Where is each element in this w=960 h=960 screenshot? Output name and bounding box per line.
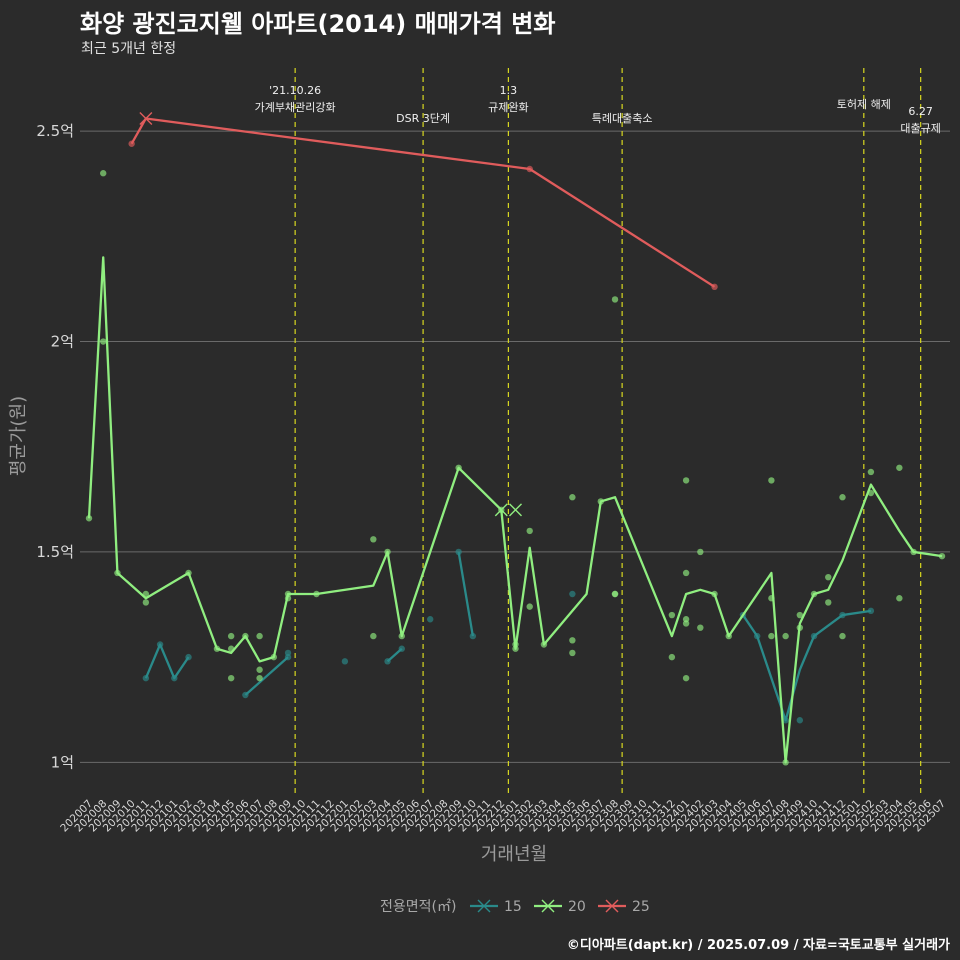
legend-marker-20 <box>541 899 555 913</box>
series-marker-25 <box>139 112 153 125</box>
data-point-15 <box>455 548 462 556</box>
event-label: 토허제 해제 <box>837 97 891 111</box>
data-point-20 <box>768 477 775 484</box>
event-label: 1.3 <box>500 84 518 97</box>
x-axis-title: 거래년월 <box>481 844 547 865</box>
data-point-20 <box>768 632 775 640</box>
chart-title: 화양 광진코지웰 아파트(2014) 매매가격 변화 <box>80 10 556 38</box>
data-point-20 <box>611 296 619 303</box>
data-point-15 <box>427 616 434 623</box>
data-point-20 <box>370 536 377 543</box>
data-point-20 <box>839 632 846 640</box>
data-point-20 <box>697 624 704 631</box>
event-label: DSR 3단계 <box>396 112 450 125</box>
chart-subtitle: 최근 5개년 한정 <box>81 41 177 57</box>
data-point-20 <box>227 632 235 640</box>
source-caption: ©디아파트(dapt.kr) / 2025.07.09 / 자료=국토교통부 실… <box>566 938 950 953</box>
data-point-20 <box>682 569 690 577</box>
data-point-20 <box>569 649 576 657</box>
legend-marker-25 <box>605 899 619 913</box>
data-point-20 <box>256 674 263 682</box>
series-25 <box>128 112 718 291</box>
series-marker-20 <box>509 503 522 517</box>
series-marker-20 <box>494 503 508 517</box>
data-point-20 <box>526 603 533 610</box>
y-tick-label: 2.5억 <box>36 122 74 140</box>
data-point-20 <box>526 527 533 535</box>
legend-marker-15 <box>477 899 491 913</box>
data-point-20 <box>256 632 263 640</box>
data-point-20 <box>682 477 690 484</box>
series-15 <box>142 548 875 724</box>
data-point-15 <box>284 649 292 657</box>
data-point-20 <box>682 674 690 682</box>
data-point-20 <box>697 548 704 556</box>
legend-label: 25 <box>632 899 650 915</box>
data-point-15 <box>796 717 804 724</box>
data-point-20 <box>227 674 235 682</box>
data-point-20 <box>896 595 903 602</box>
data-point-20 <box>896 464 903 471</box>
series-line-15 <box>742 609 872 722</box>
event-label: 대출규제 <box>900 122 940 135</box>
data-point-20 <box>100 170 107 177</box>
series-line-15 <box>144 643 190 680</box>
data-point-20 <box>782 632 789 640</box>
legend-title: 전용면적(㎡) <box>380 899 456 915</box>
data-point-20 <box>611 590 619 598</box>
event-label: 가계부채관리강화 <box>255 101 336 114</box>
series-line-15 <box>386 647 403 663</box>
series-line-15 <box>457 551 474 637</box>
data-point-15 <box>569 590 576 598</box>
y-tick-label: 1억 <box>51 753 74 771</box>
y-tick-label: 2억 <box>51 333 74 351</box>
event-label: 특례대출축소 <box>592 112 653 125</box>
data-point-20 <box>825 573 832 581</box>
legend-label: 20 <box>568 899 586 915</box>
data-point-20 <box>668 653 676 661</box>
series-line-15 <box>244 656 289 696</box>
data-point-20 <box>867 468 875 476</box>
event-label: 6.27 <box>908 105 933 118</box>
event-label: 규제완화 <box>488 101 528 114</box>
y-tick-label: 1.5억 <box>36 543 74 561</box>
data-point-20 <box>569 494 576 501</box>
data-point-15 <box>341 658 349 665</box>
series-layer <box>85 112 946 766</box>
data-point-20 <box>682 620 690 627</box>
data-point-20 <box>100 338 107 345</box>
event-label: '21.10.26 <box>269 84 321 97</box>
data-point-20 <box>825 599 832 606</box>
data-point-20 <box>569 637 576 644</box>
series-20 <box>85 170 946 766</box>
legend-entry-25: 25 <box>598 899 650 915</box>
data-point-20 <box>142 599 150 606</box>
data-point-20 <box>256 666 263 673</box>
data-point-20 <box>370 632 377 640</box>
legend-entry-15: 15 <box>470 899 522 915</box>
grid-layer: 1억 1.5억 2억 2.5억 <box>36 122 950 771</box>
data-point-20 <box>668 611 676 619</box>
data-point-20 <box>839 494 846 501</box>
series-line-20 <box>87 256 943 764</box>
y-axis-title: 평균가(원) <box>8 396 29 476</box>
series-line-25 <box>130 117 716 288</box>
legend-entry-20: 20 <box>534 899 586 915</box>
x-tick-labels: 2020072020082020092020102020112020122021… <box>58 797 948 834</box>
data-point-20 <box>796 611 804 619</box>
legend: 전용면적(㎡) 15 20 25 <box>380 899 650 915</box>
legend-label: 15 <box>504 899 522 915</box>
